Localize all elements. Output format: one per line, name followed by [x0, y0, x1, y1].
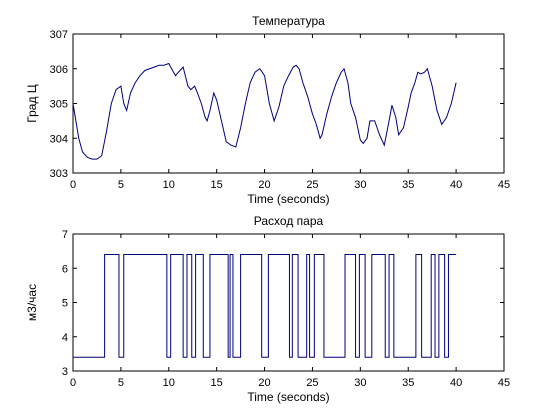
- steam-flow-y-tick-label: 4: [62, 332, 68, 344]
- temperature-x-tick-label: 0: [70, 179, 76, 191]
- steam-flow-title: Расход пара: [254, 214, 324, 228]
- temperature-x-tick-label: 10: [163, 179, 175, 191]
- steam-flow-y-tick-label: 5: [62, 298, 68, 310]
- steam-flow-axes: Расход пара Time (seconds) м3/час 0 5 10 15…: [25, 214, 510, 404]
- steam-flow-x-tick-label: 5: [118, 377, 124, 389]
- steam-flow-x-tick-label: 10: [163, 377, 175, 389]
- temperature-x-tick-label: 45: [498, 179, 510, 191]
- temperature-x-tick-label: 15: [211, 179, 223, 191]
- steam-flow-x-tick-label: 30: [354, 377, 366, 389]
- steam-flow-x-tick-label: 15: [211, 377, 223, 389]
- temperature-y-tick-label: 306: [50, 64, 68, 76]
- steam-flow-y-axis-label: м3/час: [25, 284, 39, 321]
- temperature-ticks: 0 5 10 15 20 25 30 35 40 45 303 304 305 306 307: [50, 29, 510, 191]
- temperature-x-axis-label: Time (seconds): [247, 192, 329, 206]
- temperature-title: Температура: [252, 14, 325, 28]
- steam-flow-y-tick-label: 7: [62, 229, 68, 241]
- steam-flow-y-tick-label: 6: [62, 263, 68, 275]
- temperature-y-tick-label: 307: [50, 29, 68, 41]
- temperature-axes: Температура Time (seconds) Град Ц 0 5 10 15…: [25, 14, 510, 206]
- steam-flow-x-tick-label: 40: [450, 377, 462, 389]
- temperature-series-line: [72, 62, 457, 160]
- temperature-x-tick-label: 30: [354, 179, 366, 191]
- temperature-x-tick-label: 40: [450, 179, 462, 191]
- steam-flow-y-tick-label: 3: [62, 366, 68, 378]
- steam-flow-series-line: [73, 254, 457, 358]
- temperature-plot-area: [72, 33, 505, 174]
- steam-flow-plot-area: [72, 233, 505, 372]
- steam-flow-x-tick-label: 45: [498, 377, 510, 389]
- steam-flow-x-tick-label: 20: [258, 377, 270, 389]
- temperature-y-tick-label: 304: [50, 133, 68, 145]
- temperature-y-tick-label: 303: [50, 168, 68, 180]
- temperature-x-tick-label: 35: [402, 179, 414, 191]
- temperature-x-tick-label: 5: [118, 179, 124, 191]
- temperature-y-tick-label: 305: [50, 99, 68, 111]
- steam-flow-series-group: [73, 254, 457, 358]
- temperature-x-tick-label: 25: [306, 179, 318, 191]
- temperature-series-group: [72, 62, 457, 160]
- steam-flow-x-axis-label: Time (seconds): [247, 390, 329, 404]
- steam-flow-x-tick-label: 25: [306, 377, 318, 389]
- temperature-y-axis-label: Град Ц: [25, 84, 39, 123]
- steam-flow-x-tick-label: 35: [402, 377, 414, 389]
- steam-flow-x-tick-label: 0: [70, 377, 76, 389]
- temperature-x-tick-label: 20: [258, 179, 270, 191]
